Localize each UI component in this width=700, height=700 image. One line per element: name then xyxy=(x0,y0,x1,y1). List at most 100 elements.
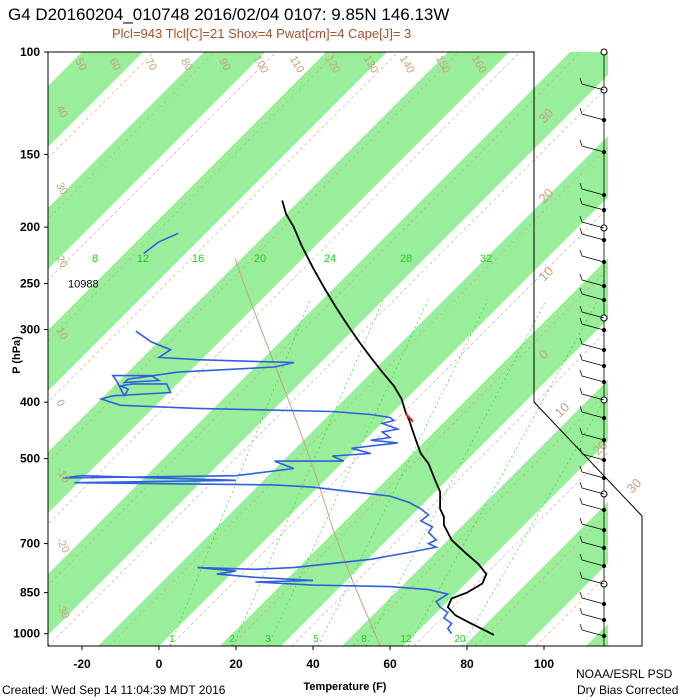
wind-barb-flag xyxy=(579,405,583,413)
x-tick-label: 20 xyxy=(229,657,243,671)
mixing-ratio-bottom-label: 8 xyxy=(361,634,367,645)
isotherm-label: 110 xyxy=(287,54,306,75)
temperature-band xyxy=(98,136,608,646)
isotherm-left-label: 30 xyxy=(53,181,70,198)
plot-frame xyxy=(47,51,643,647)
wind-barb xyxy=(581,221,605,229)
x-axis: -20 0 20 40 60 80 100 xyxy=(73,646,554,671)
height-label: 10988 xyxy=(68,278,99,290)
temperature-band xyxy=(48,52,509,513)
wind-barb xyxy=(581,577,605,585)
y-tick-label: 200 xyxy=(20,220,40,234)
isotherm-line xyxy=(48,52,582,586)
mixing-ratio-bottom-label: 5 xyxy=(313,634,319,645)
y-tick-label: 1000 xyxy=(13,627,40,641)
isotherm-line xyxy=(596,634,608,646)
wind-barbs xyxy=(579,48,608,646)
isotherm-label: 70 xyxy=(142,56,159,73)
adiabat-line xyxy=(234,257,381,646)
wind-barb xyxy=(581,311,605,319)
bias-note: Dry Bias Corrected xyxy=(577,683,678,697)
wind-barb-flag xyxy=(579,353,583,361)
mixing-ratio-line xyxy=(169,299,311,646)
wind-barb xyxy=(581,393,605,401)
wind-barb-flag xyxy=(579,287,583,295)
chart-title: G4 D20160204_010748 2016/02/04 0107: 9.8… xyxy=(8,5,449,24)
x-tick-label: 100 xyxy=(534,657,554,671)
x-tick-label: 40 xyxy=(306,657,320,671)
wind-barb-flag xyxy=(579,77,583,85)
wind-barb xyxy=(581,613,605,621)
wind-barb xyxy=(581,487,605,495)
isotherm-line xyxy=(48,52,460,464)
wind-barb xyxy=(581,523,605,531)
sounding-series xyxy=(62,200,495,636)
wind-barb-flag xyxy=(579,317,583,325)
wind-barb-flag xyxy=(579,623,583,631)
wind-barb-flag xyxy=(579,305,583,313)
wind-barb-flag xyxy=(579,273,583,281)
temperature-band xyxy=(220,258,608,646)
y-tick-label: 850 xyxy=(20,586,40,600)
wind-barb xyxy=(581,343,605,351)
y-tick-label: 500 xyxy=(20,452,40,466)
mixing-ratio-line xyxy=(317,299,489,646)
wind-barb xyxy=(581,541,605,549)
isotherm-label: 60 xyxy=(106,56,123,73)
wind-barb xyxy=(581,411,605,419)
wind-barb xyxy=(581,203,605,211)
mixing-ratio-label: 32 xyxy=(480,253,492,265)
isotherm-line xyxy=(230,268,608,646)
wind-barb xyxy=(581,559,605,567)
wind-barb xyxy=(581,279,605,287)
x-tick-label: 60 xyxy=(383,657,397,671)
wind-barb xyxy=(581,503,605,511)
wind-barb xyxy=(581,293,605,301)
isotherm-label: 100 xyxy=(251,54,271,76)
wind-barb xyxy=(581,323,605,331)
isotherm-left-label: 20 xyxy=(53,254,70,271)
wind-barb-flag xyxy=(579,497,583,505)
wind-barb xyxy=(581,359,605,367)
org-label: NOAA/ESRL PSD xyxy=(576,667,673,681)
x-tick-label: -20 xyxy=(73,657,91,671)
isotherm-left-label: 0 xyxy=(53,398,66,409)
mixing-ratio-line xyxy=(365,299,547,646)
wind-barb-flag xyxy=(579,227,583,235)
mixing-ratio-line xyxy=(461,392,608,646)
wind-barb-flag xyxy=(579,215,583,223)
temperature-band xyxy=(48,52,265,269)
temperature-band xyxy=(48,52,387,391)
wind-barb-flag xyxy=(579,107,583,115)
created-timestamp: Created: Wed Sep 14 11:04:39 MDT 2016 xyxy=(2,683,226,697)
mixing-ratio-label: 8 xyxy=(92,253,98,265)
isotherm-line xyxy=(658,52,700,646)
wind-barb-flag xyxy=(579,427,583,435)
x-axis-title: Temperature (F) xyxy=(304,681,387,693)
mixing-ratio-bottom-label: 20 xyxy=(454,634,466,645)
isotherm-label: 140 xyxy=(397,54,417,76)
temperature-band xyxy=(48,52,608,635)
wind-barb xyxy=(581,233,605,241)
isotherm-left-label: 10 xyxy=(53,326,70,343)
dewpoint-line xyxy=(143,232,179,255)
potential-temp-label: 30 xyxy=(624,475,645,496)
wind-barb-flag xyxy=(579,535,583,543)
chart-subtitle: Plcl=943 Tlcl[C]=21 Shox=4 Pwat[cm]=4 Ca… xyxy=(112,26,411,41)
y-axis: 100 150 200 250 300 400 500 700 850 1000 xyxy=(13,45,48,641)
isotherm-label: 80 xyxy=(178,56,195,73)
wind-barb xyxy=(581,83,605,91)
wind-barb xyxy=(581,453,605,461)
mixing-ratio-label: 20 xyxy=(254,253,266,265)
wind-barb-flag xyxy=(579,591,583,599)
y-tick-label: 300 xyxy=(20,323,40,337)
wind-barb-flag xyxy=(579,481,583,489)
dewpoint-line xyxy=(62,330,453,635)
isotherm-left-label: 40 xyxy=(53,104,70,121)
y-axis-title: P (hPa) xyxy=(11,336,23,374)
isotherm-line xyxy=(352,390,608,646)
isotherm-label: 50 xyxy=(72,56,89,73)
temperature-band xyxy=(464,502,608,646)
